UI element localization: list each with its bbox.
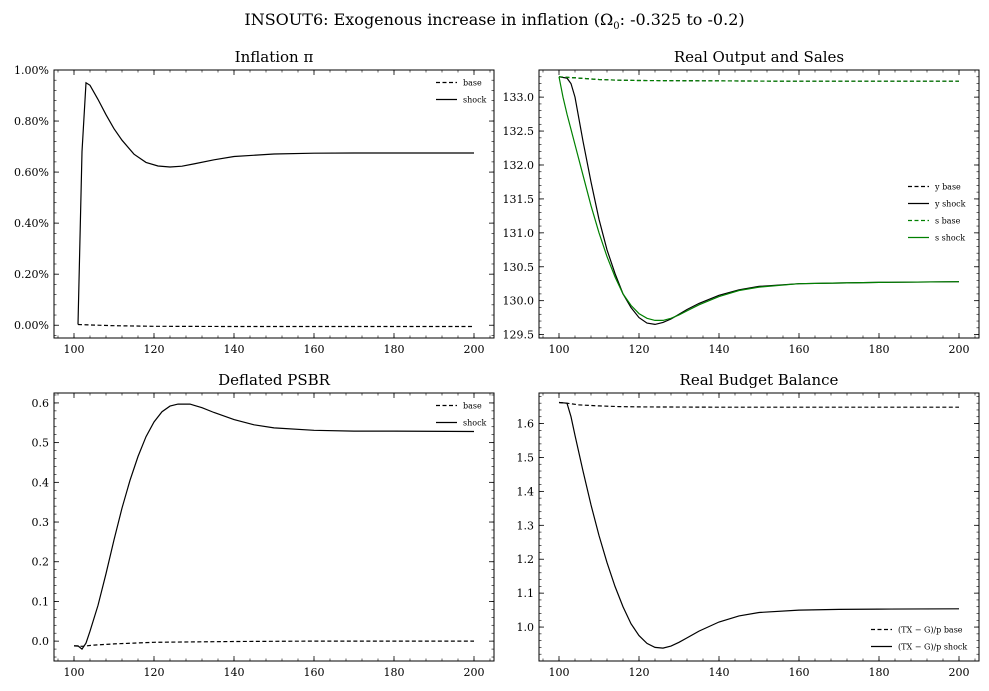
panel-title: Deflated PSBR: [218, 371, 331, 389]
legend: y base y shock s base s shock: [908, 183, 966, 243]
y-tick-label: 130.5: [503, 261, 535, 274]
y-tick-label: 0.1: [32, 595, 50, 608]
legend: base shock: [436, 79, 487, 105]
x-tick-label: 200: [949, 343, 970, 356]
y-tick-label: 0.2: [32, 556, 50, 569]
series-line-s-base: [558, 76, 959, 82]
x-tick-label: 180: [869, 343, 890, 356]
y-tick-label: 1.5: [517, 451, 535, 464]
y-tick-label: 132.0: [503, 159, 535, 172]
x-tick-label: 120: [144, 343, 165, 356]
axes-frame: [53, 69, 495, 339]
y-tick-label: 0.80%: [14, 115, 49, 128]
x-tick-label: 120: [629, 343, 650, 356]
y-tick-label: 130.0: [503, 295, 535, 308]
x-tick-label: 140: [709, 343, 730, 356]
y-tick-label: 0.60%: [14, 166, 49, 179]
series-line-shock: [77, 81, 474, 325]
x-tick-label: 140: [224, 666, 245, 679]
panel-real-output-and-sales: Real Output and Sales 100 120 140 160 180 200 1…: [503, 48, 980, 356]
panel-real-budget-balance: Real Budget Balance 100 120 140 160 180 200 1.0…: [517, 371, 980, 679]
y-tick-label: 1.2: [517, 553, 535, 566]
x-tick-label: 140: [709, 666, 730, 679]
y-tick-label: 132.5: [503, 125, 535, 138]
y-tick-label: 0.6: [32, 397, 50, 410]
axes-frame: [53, 392, 495, 662]
legend-label: s shock: [935, 234, 965, 243]
x-tick-label: 180: [869, 666, 890, 679]
x-tick-label: 120: [629, 666, 650, 679]
series-line-tx-g-p-shock: [558, 401, 960, 649]
y-tick-label: 0.5: [32, 437, 50, 450]
y-tick-label: 1.6: [517, 418, 535, 431]
x-tick-label: 200: [949, 666, 970, 679]
x-tick-label: 100: [549, 666, 570, 679]
legend-label: (TX − G)/p shock: [898, 643, 967, 652]
y-tick-label: 129.5: [503, 329, 535, 342]
y-tick-label: 0.4: [32, 476, 50, 489]
figure-title: INSOUT6: Exogenous increase in inflation…: [244, 10, 745, 33]
y-tick-label: 131.5: [503, 193, 535, 206]
y-tick-label: 1.4: [517, 485, 535, 498]
x-tick-label: 100: [64, 343, 85, 356]
y-tick-label: 0.20%: [14, 268, 49, 281]
series-line-y-shock: [558, 76, 960, 326]
y-tick-label: 0.40%: [14, 217, 49, 230]
x-tick-label: 160: [789, 666, 810, 679]
panel-deflated-psbr: Deflated PSBR 100 120 140 160 180 200 0.0 0.1 0.2…: [32, 371, 495, 679]
series-line-base: [73, 640, 474, 647]
panel-title: Real Output and Sales: [674, 48, 844, 66]
legend-label: shock: [463, 419, 487, 428]
panel-title: Inflation π: [235, 48, 314, 66]
x-tick-label: 200: [464, 343, 485, 356]
legend-label: shock: [463, 96, 487, 105]
x-tick-label: 200: [464, 666, 485, 679]
axes-frame: [538, 392, 980, 662]
panel-inflation: Inflation π 100 120 140 160 180 200 0.00% 0.20% 0…: [14, 48, 495, 356]
x-tick-label: 160: [304, 666, 325, 679]
y-tick-label: 0.3: [32, 516, 50, 529]
x-tick-label: 160: [304, 343, 325, 356]
y-tick-label: 0.00%: [14, 319, 49, 332]
legend-label: (TX − G)/p base: [898, 626, 963, 635]
legend-label: base: [463, 79, 482, 88]
y-tick-label: 1.1: [517, 587, 535, 600]
y-tick-label: 133.0: [503, 91, 535, 104]
y-tick-label: 1.3: [517, 519, 535, 532]
legend-label: y shock: [934, 200, 966, 209]
legend: (TX − G)/p base (TX − G)/p shock: [871, 626, 967, 652]
y-tick-label: 1.0: [517, 621, 535, 634]
series-line-tx-g-p-base: [558, 401, 959, 408]
series-line-shock: [74, 403, 475, 650]
x-tick-label: 100: [549, 343, 570, 356]
y-tick-label: 131.0: [503, 227, 535, 240]
axes-frame: [538, 69, 980, 339]
x-tick-label: 180: [384, 666, 405, 679]
y-tick-label: 0.0: [32, 635, 50, 648]
legend-label: s base: [935, 217, 961, 226]
series-line-s-shock: [558, 76, 960, 321]
x-tick-label: 180: [384, 343, 405, 356]
x-tick-label: 140: [224, 343, 245, 356]
y-tick-label: 1.00%: [14, 64, 49, 77]
x-tick-label: 160: [789, 343, 810, 356]
legend-label: y base: [934, 183, 961, 192]
legend: base shock: [436, 402, 487, 428]
x-tick-label: 120: [144, 666, 165, 679]
x-tick-label: 100: [64, 666, 85, 679]
series-line-base: [77, 323, 474, 328]
legend-label: base: [463, 402, 482, 411]
panel-title: Real Budget Balance: [680, 371, 839, 389]
